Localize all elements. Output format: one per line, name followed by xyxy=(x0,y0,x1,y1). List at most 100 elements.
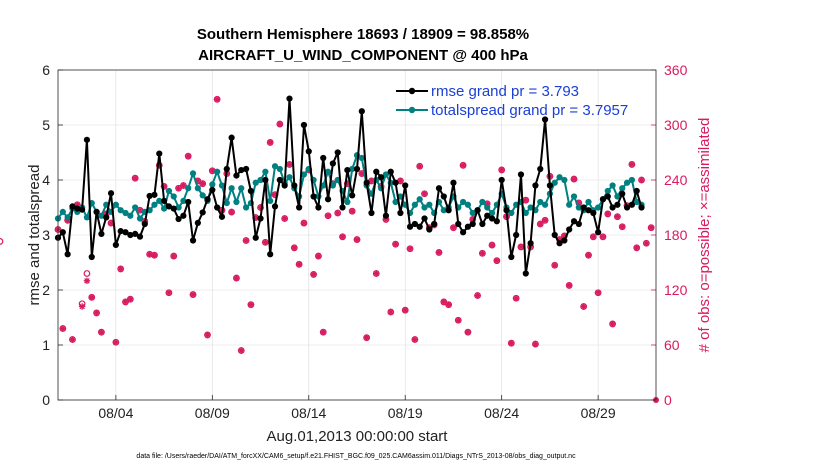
rmse-point xyxy=(296,204,303,211)
rmse-point xyxy=(209,186,216,193)
obs-assimilated-marker xyxy=(450,224,457,231)
spread-point xyxy=(112,201,119,208)
rmse-series xyxy=(54,95,645,277)
rmse-point xyxy=(262,176,269,184)
obs-assimilated-marker xyxy=(638,176,645,184)
obs-assimilated-marker xyxy=(368,177,375,185)
obs-possible-marker xyxy=(0,238,4,245)
rmse-point xyxy=(368,209,375,217)
rmse-point xyxy=(551,231,558,239)
obs-assimilated-marker xyxy=(445,301,452,308)
rmse-point xyxy=(160,197,168,204)
obs-assimilated-marker xyxy=(156,162,163,169)
spread-point xyxy=(98,212,105,219)
obs-assimilated-marker xyxy=(551,262,558,269)
legend-spread-marker xyxy=(408,106,416,114)
rmse-point xyxy=(619,190,626,197)
rmse-point xyxy=(450,179,457,186)
rmse-point xyxy=(570,218,578,225)
spread-point xyxy=(488,209,496,217)
rmse-point xyxy=(286,95,293,102)
obs-assimilated-marker xyxy=(320,328,327,336)
obs-assimilated-marker xyxy=(83,277,91,285)
y-tick-label: 5 xyxy=(42,117,50,133)
rmse-point xyxy=(320,154,327,162)
spread-point xyxy=(628,176,635,184)
rmse-point xyxy=(242,165,250,173)
x-axis: 08/04 08/09 08/14 08/19 08/24 08/29 xyxy=(98,395,616,421)
obs-assimilated-marker xyxy=(127,295,134,303)
obs-assimilated-marker xyxy=(242,237,250,244)
spread-point xyxy=(604,187,611,195)
rmse-point xyxy=(440,193,447,200)
obs-assimilated-marker xyxy=(185,152,192,160)
spread-point xyxy=(329,182,336,189)
rmse-point xyxy=(522,270,529,277)
obs-assimilated-marker xyxy=(117,265,124,273)
rmse-point xyxy=(488,215,496,222)
obs-possible-marker xyxy=(83,270,91,277)
rmse-point xyxy=(88,253,95,261)
y2-axis-label: # of obs: o=possible; ×=assimilated xyxy=(696,118,713,353)
obs-assimilated-marker xyxy=(324,212,332,219)
spread-point xyxy=(257,176,264,184)
rmse-point xyxy=(247,187,255,195)
rmse-point xyxy=(513,231,520,239)
spread-point xyxy=(585,198,592,206)
rmse-point xyxy=(151,191,158,198)
spread-point xyxy=(358,154,365,162)
legend-rmse-marker xyxy=(408,87,416,95)
rmse-point xyxy=(329,160,336,167)
rmse-point xyxy=(165,203,173,210)
obs-assimilated-marker xyxy=(590,233,597,241)
rmse-point xyxy=(445,207,452,214)
obs-assimilated-marker xyxy=(107,219,115,227)
obs-assimilated-marker xyxy=(599,233,607,241)
rmse-point xyxy=(69,203,76,210)
spread-point xyxy=(595,204,602,211)
obs-assimilated-marker xyxy=(266,139,274,146)
x-tick-label: 08/24 xyxy=(484,405,519,421)
rmse-point xyxy=(252,234,259,241)
spread-point xyxy=(199,192,206,199)
rmse-point xyxy=(638,204,645,211)
obs-assimilated-marker xyxy=(628,161,636,168)
obs-assimilated-marker xyxy=(411,336,419,343)
obs-assimilated-marker xyxy=(271,191,279,198)
spread-point xyxy=(262,168,269,175)
rmse-point xyxy=(107,190,115,197)
rmse-point xyxy=(228,134,235,141)
rmse-point xyxy=(508,253,515,261)
rmse-point xyxy=(305,148,312,155)
obs-assimilated-marker xyxy=(402,306,409,314)
rmse-point xyxy=(378,174,385,181)
spread-point xyxy=(537,198,544,206)
rmse-point xyxy=(310,193,317,200)
rmse-point xyxy=(416,223,423,230)
obs-assimilated-marker xyxy=(276,120,284,128)
spread-point xyxy=(189,170,197,177)
obs-assimilated-marker xyxy=(421,190,428,197)
rmse-point xyxy=(541,116,549,123)
y-tick-label: 3 xyxy=(42,227,50,243)
rmse-point xyxy=(267,251,274,258)
obs-assimilated-marker xyxy=(565,282,573,289)
spread-point xyxy=(556,174,563,181)
obs-assimilated-marker xyxy=(262,239,269,246)
rmse-point xyxy=(136,233,144,240)
rmse-point xyxy=(199,209,206,216)
rmse-point xyxy=(628,201,635,208)
obs-assimilated-marker xyxy=(165,289,173,296)
spread-point xyxy=(180,197,187,204)
spread-point xyxy=(619,185,626,192)
rmse-point xyxy=(324,196,332,203)
rmse-point xyxy=(281,182,288,189)
x-tick-label: 08/09 xyxy=(195,405,230,421)
spread-point xyxy=(551,179,558,186)
y-axis-label: rmse and totalspread xyxy=(26,165,43,306)
spread-point xyxy=(209,181,216,188)
obs-assimilated-marker xyxy=(373,270,380,277)
obs-assimilated-marker xyxy=(397,177,404,185)
y2-tick-label: 0 xyxy=(664,392,672,408)
spread-point xyxy=(324,168,332,175)
